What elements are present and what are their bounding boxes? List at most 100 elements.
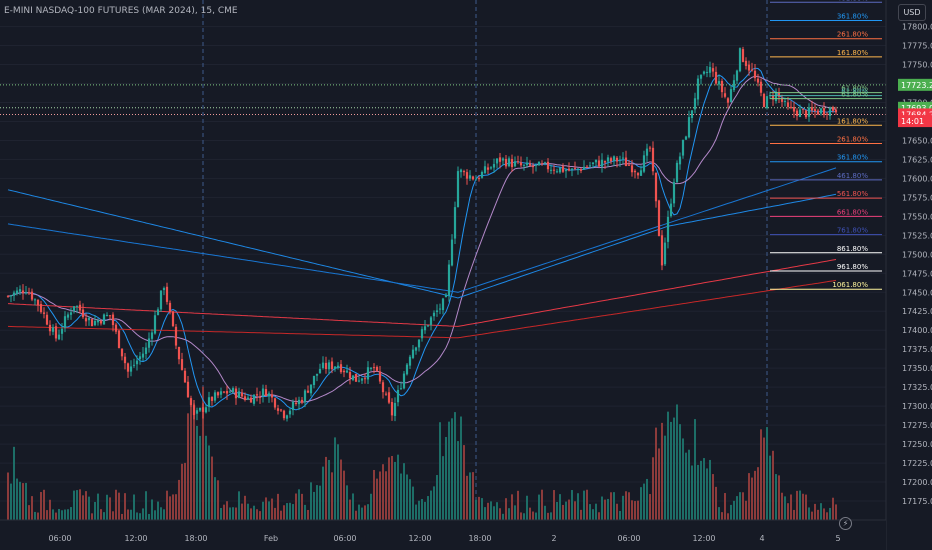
- volume-bar: [181, 463, 183, 520]
- volume-bar: [667, 411, 669, 520]
- volume-bar: [112, 511, 114, 520]
- candle-body: [771, 96, 775, 100]
- fib-level-label: 61.80%: [841, 88, 868, 96]
- volume-bar: [721, 512, 723, 520]
- candle-body: [420, 329, 424, 339]
- candle-body: [816, 110, 820, 115]
- volume-bar: [814, 503, 816, 520]
- volume-bar: [613, 492, 615, 520]
- candle-body: [774, 91, 778, 102]
- volume-bar: [508, 508, 510, 520]
- candle-body: [33, 299, 37, 301]
- candle-body: [249, 397, 253, 403]
- candle-body: [732, 80, 736, 91]
- volume-bar: [580, 509, 582, 520]
- volume-bar: [619, 510, 621, 520]
- price-label: 17693.00: [901, 104, 932, 113]
- volume-bar: [169, 496, 171, 520]
- volume-bar: [298, 489, 300, 520]
- y-tick-label: 17200.00: [902, 478, 932, 487]
- volume-bar: [250, 508, 252, 520]
- candle-body: [378, 371, 382, 382]
- volume-bar: [502, 513, 504, 520]
- candle-body: [54, 326, 58, 339]
- candle-body: [585, 166, 589, 168]
- volume-bar: [583, 490, 585, 520]
- candle-body: [207, 397, 211, 407]
- candle-body: [87, 317, 91, 321]
- candle-body: [144, 347, 148, 354]
- price-label: 17723.25: [901, 81, 932, 90]
- volume-bar: [736, 496, 738, 520]
- candle-body: [6, 295, 10, 297]
- volume-bar: [109, 497, 111, 520]
- volume-bar: [541, 489, 543, 520]
- candle-body: [66, 314, 70, 318]
- candle-body: [450, 239, 454, 266]
- y-tick-label: 17500.00: [902, 250, 932, 259]
- volume-bar: [256, 509, 258, 520]
- candle-body: [267, 393, 271, 397]
- volume-bar: [565, 501, 567, 520]
- candle-body: [75, 305, 79, 307]
- price-label-box: [898, 115, 932, 128]
- y-tick-label: 17750.00: [902, 61, 932, 70]
- candle-body: [279, 409, 283, 411]
- volume-bar: [238, 491, 240, 520]
- candle-body: [441, 298, 445, 311]
- lightning-icon[interactable]: ⚡: [839, 517, 852, 530]
- x-tick-label: 06:00: [48, 534, 71, 543]
- volume-bar: [13, 446, 15, 520]
- currency-button[interactable]: USD: [898, 4, 926, 21]
- volume-bar: [625, 491, 627, 520]
- candle-body: [789, 106, 793, 108]
- fib-level-label: 61.80%: [841, 85, 868, 93]
- candle-body: [375, 366, 379, 371]
- candle-body: [495, 158, 499, 164]
- volume-bar: [301, 493, 303, 520]
- candle-body: [597, 160, 601, 167]
- volume-bar: [688, 449, 690, 520]
- candle-body: [696, 78, 700, 100]
- candle-body: [765, 96, 769, 109]
- y-tick-label: 17350.00: [902, 364, 932, 373]
- candle-body: [552, 169, 556, 171]
- volume-bar: [391, 455, 393, 520]
- candle-body: [60, 328, 64, 334]
- candle-body: [372, 367, 376, 369]
- candle-body: [507, 158, 511, 167]
- candle-body: [762, 93, 766, 107]
- volume-bar: [247, 503, 249, 520]
- volume-bar: [649, 494, 651, 520]
- volume-bar: [487, 502, 489, 520]
- candle-body: [96, 320, 100, 323]
- volume-bar: [322, 466, 324, 520]
- candle-body: [366, 367, 370, 380]
- volume-bar: [553, 490, 555, 520]
- candle-body: [168, 302, 172, 312]
- candle-body: [447, 264, 451, 296]
- candle-body: [684, 136, 688, 140]
- candle-body: [18, 289, 22, 292]
- volume-bar: [832, 497, 834, 520]
- candle-body: [219, 391, 223, 395]
- candle-body: [792, 106, 796, 112]
- candle-body: [804, 110, 808, 118]
- volume-bar: [142, 508, 144, 520]
- volume-bar: [661, 422, 663, 520]
- volume-bar: [535, 512, 537, 520]
- candle-body: [444, 294, 448, 298]
- volume-bar: [733, 500, 735, 520]
- volume-bar: [199, 435, 201, 520]
- candle-body: [480, 171, 484, 178]
- candle-body: [687, 117, 691, 138]
- volume-bar: [511, 494, 513, 520]
- fib-level-label: 861.80%: [837, 245, 868, 253]
- candle-body: [795, 110, 799, 117]
- candle-body: [672, 182, 676, 204]
- volume-bar: [64, 509, 66, 520]
- candle-body: [411, 349, 415, 358]
- volume-bar: [655, 427, 657, 520]
- candle-body: [303, 390, 307, 403]
